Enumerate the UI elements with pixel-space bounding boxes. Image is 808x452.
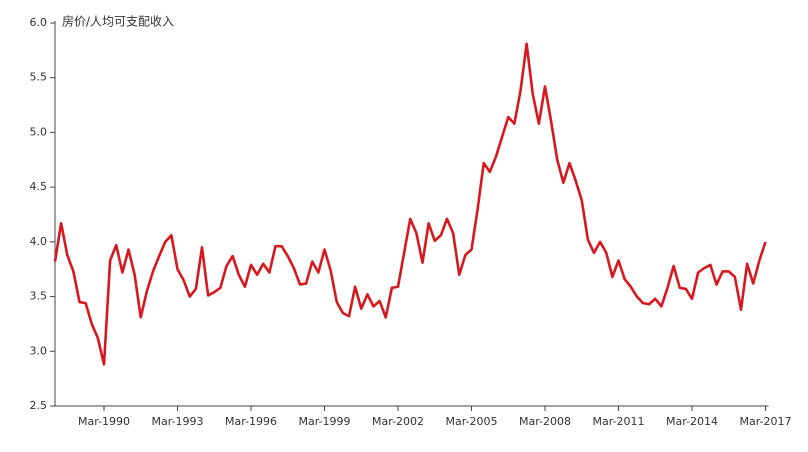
y-tick-label: 2.5: [30, 399, 48, 412]
x-tick-label: Mar-2002: [372, 415, 424, 428]
y-tick-label: 5.0: [30, 125, 48, 138]
x-tick-label: Mar-1996: [225, 415, 277, 428]
chart-title: 房价/人均可支配收入: [62, 14, 174, 29]
y-tick-label: 6.0: [30, 16, 48, 29]
x-tick-label: Mar-1993: [151, 415, 203, 428]
y-tick-label: 3.0: [30, 344, 48, 357]
y-tick-label: 4.0: [30, 235, 48, 248]
y-tick-label: 5.5: [30, 71, 48, 84]
y-tick-label: 4.5: [30, 180, 48, 193]
x-tick-label: Mar-2008: [519, 415, 571, 428]
x-tick-label: Mar-1999: [298, 415, 350, 428]
x-tick-label: Mar-2005: [445, 415, 497, 428]
x-tick-label: Mar-1990: [78, 415, 130, 428]
line-series: [53, 42, 767, 366]
x-tick-label: Mar-2014: [666, 415, 718, 428]
x-tick-label: Mar-2011: [592, 415, 644, 428]
x-tick-label: Mar-2017: [739, 415, 791, 428]
y-tick-label: 3.5: [30, 290, 48, 303]
